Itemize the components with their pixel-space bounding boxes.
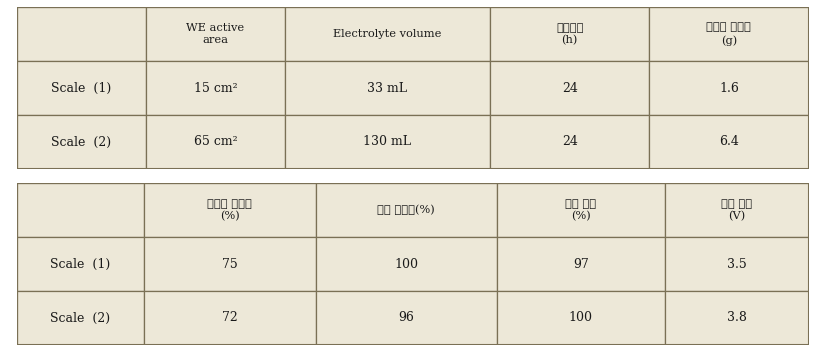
Text: Electrolyte volume: Electrolyte volume	[333, 29, 441, 39]
Text: 97: 97	[573, 258, 588, 270]
Bar	[146, 7, 285, 61]
Bar	[144, 237, 316, 291]
Bar	[649, 7, 808, 61]
Bar	[497, 237, 665, 291]
Text: 33 mL: 33 mL	[367, 82, 408, 94]
Bar	[16, 61, 146, 115]
Text: 양단 전압
(V): 양단 전압 (V)	[721, 199, 752, 221]
Text: Scale  (1): Scale (1)	[51, 82, 111, 94]
Bar	[490, 115, 649, 169]
Bar	[144, 291, 316, 345]
Text: 96: 96	[398, 312, 414, 325]
Bar	[285, 115, 490, 169]
Bar	[146, 61, 285, 115]
Bar	[316, 183, 497, 237]
Text: 전류 효율
(%): 전류 효율 (%)	[565, 199, 596, 221]
Bar	[16, 291, 144, 345]
Text: 6.4: 6.4	[719, 136, 739, 149]
Bar	[16, 237, 144, 291]
Bar	[16, 7, 146, 61]
Bar	[649, 115, 808, 169]
Bar	[285, 7, 490, 61]
Text: 24: 24	[562, 136, 578, 149]
Text: 72: 72	[222, 312, 238, 325]
Bar	[490, 7, 649, 61]
Bar	[146, 115, 285, 169]
Text: 100: 100	[568, 312, 592, 325]
Text: Scale  (1): Scale (1)	[50, 258, 111, 270]
Text: 옥살산 전환율
(%): 옥살산 전환율 (%)	[207, 199, 252, 221]
Text: 옥살산 생성량
(g): 옥살산 생성량 (g)	[706, 23, 752, 46]
Text: 3.5: 3.5	[727, 258, 747, 270]
Text: 100: 100	[394, 258, 418, 270]
Bar	[649, 61, 808, 115]
Bar	[285, 61, 490, 115]
Bar	[16, 115, 146, 169]
Text: 75: 75	[222, 258, 238, 270]
Bar	[665, 237, 808, 291]
Text: 아연 회수율(%): 아연 회수율(%)	[378, 205, 436, 215]
Bar	[316, 237, 497, 291]
Text: Scale  (2): Scale (2)	[50, 312, 111, 325]
Bar	[665, 183, 808, 237]
Text: 15 cm²: 15 cm²	[194, 82, 238, 94]
Text: 24: 24	[562, 82, 578, 94]
Text: 3.8: 3.8	[727, 312, 747, 325]
Text: 65 cm²: 65 cm²	[194, 136, 238, 149]
Text: WE active
area: WE active area	[186, 23, 244, 45]
Bar	[316, 291, 497, 345]
Bar	[144, 183, 316, 237]
Bar	[497, 291, 665, 345]
Text: Scale  (2): Scale (2)	[51, 136, 111, 149]
Bar	[16, 183, 144, 237]
Bar	[490, 61, 649, 115]
Text: 130 mL: 130 mL	[363, 136, 412, 149]
Text: 반응시간
(h): 반응시간 (h)	[556, 23, 583, 45]
Bar	[497, 183, 665, 237]
Text: 1.6: 1.6	[719, 82, 739, 94]
Bar	[665, 291, 808, 345]
